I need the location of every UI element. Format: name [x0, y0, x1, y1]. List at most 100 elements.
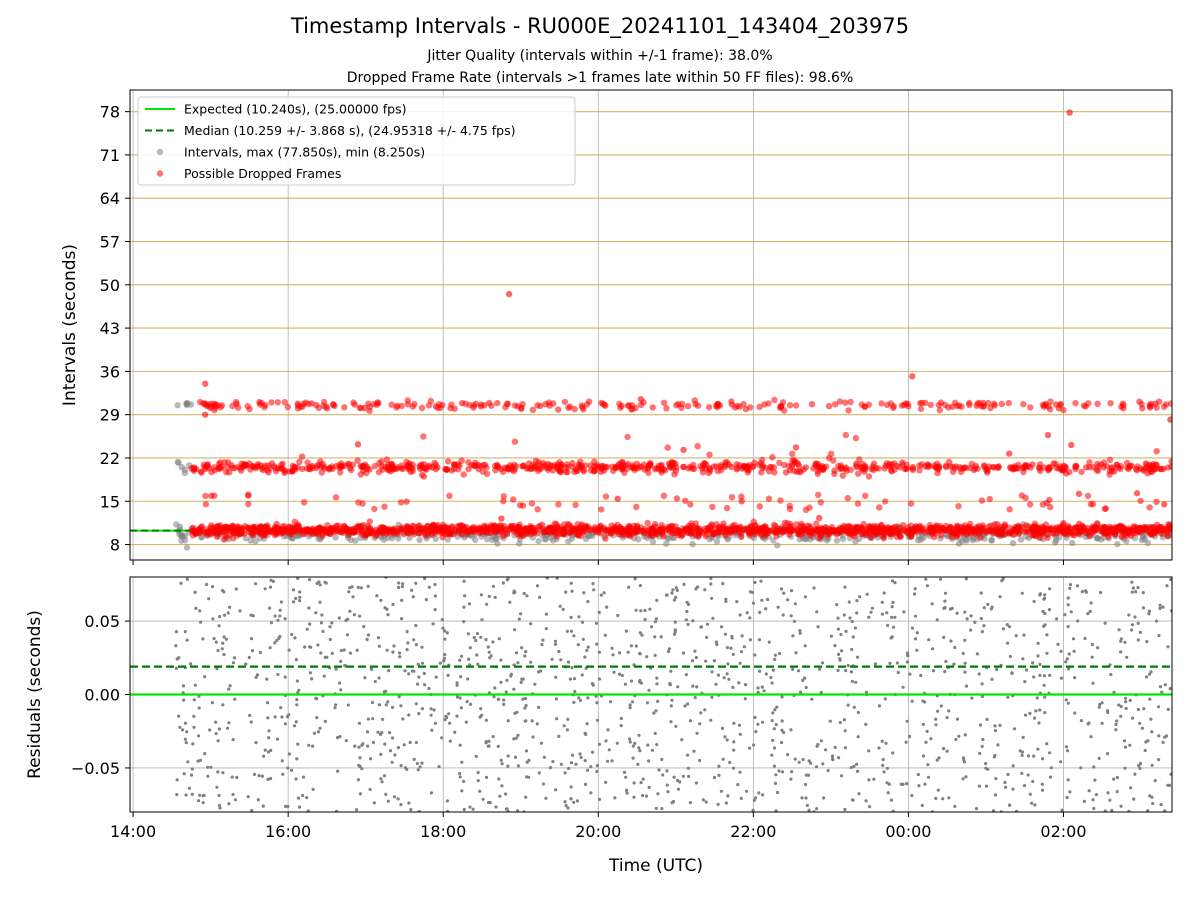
- residual-point: [522, 591, 526, 596]
- residual-point: [945, 716, 949, 720]
- dropped-frame-point: [1168, 458, 1172, 465]
- residual-point: [370, 667, 374, 672]
- residual-point: [717, 764, 721, 768]
- dropped-frame-point: [504, 464, 511, 472]
- dropped-frame-point: [652, 529, 659, 536]
- residual-point: [464, 720, 468, 724]
- residual-point: [390, 760, 394, 764]
- residual-point: [1043, 695, 1047, 699]
- interval-point: [833, 537, 841, 544]
- residual-point: [502, 702, 506, 707]
- residual-point: [480, 618, 484, 622]
- dropped-frame-point: [534, 506, 541, 513]
- residual-point: [984, 784, 989, 788]
- residual-point: [271, 579, 275, 584]
- residual-point: [647, 759, 651, 763]
- residual-point: [519, 612, 523, 616]
- residual-point: [889, 798, 894, 802]
- residual-point: [1161, 740, 1165, 745]
- residual-point: [885, 611, 889, 615]
- dropped-frame-point: [978, 497, 986, 504]
- residual-point: [767, 640, 771, 644]
- residual-point: [338, 681, 342, 685]
- residual-point: [770, 681, 774, 685]
- residual-point: [499, 658, 503, 662]
- residual-point: [942, 747, 946, 751]
- residual-point: [221, 703, 225, 707]
- dropped-frame-point: [709, 503, 716, 511]
- residual-point: [268, 585, 273, 589]
- residual-point: [639, 609, 643, 613]
- interval-point: [183, 401, 191, 409]
- dropped-frame-point: [376, 459, 383, 467]
- residual-point: [224, 637, 228, 641]
- residual-point: [756, 690, 760, 695]
- dropped-frame-point: [591, 458, 598, 465]
- residual-point: [597, 610, 601, 615]
- dropped-frame-point: [945, 458, 953, 466]
- dropped-frame-outlier: [1167, 416, 1172, 423]
- residual-point: [792, 619, 797, 624]
- residual-point: [1032, 754, 1036, 758]
- residual-point: [921, 754, 926, 758]
- residual-point: [846, 663, 850, 668]
- residual-point: [653, 731, 657, 736]
- residual-point: [637, 733, 641, 737]
- residual-point: [1067, 667, 1071, 671]
- residual-point: [1150, 763, 1154, 767]
- residual-point: [379, 598, 383, 603]
- residual-point: [770, 753, 774, 757]
- residual-point: [440, 736, 444, 740]
- dropped-frame-point: [808, 401, 816, 408]
- residual-point: [262, 754, 266, 758]
- residual-point: [468, 805, 472, 809]
- dropped-frame-point: [802, 464, 810, 471]
- residual-point: [175, 778, 179, 782]
- residual-point: [1145, 675, 1149, 679]
- residual-point: [202, 793, 206, 797]
- residual-point: [244, 662, 248, 666]
- dropped-frame-point: [688, 520, 695, 527]
- residual-point: [545, 577, 549, 580]
- residual-point: [854, 680, 858, 684]
- residual-point: [578, 752, 582, 756]
- residual-point: [1045, 651, 1049, 655]
- residual-point: [1132, 797, 1136, 801]
- dropped-frame-point: [336, 464, 343, 471]
- residual-point: [650, 625, 654, 629]
- residual-point: [254, 741, 258, 745]
- dropped-frame-point: [1162, 401, 1170, 408]
- dropped-frame-point: [291, 464, 299, 471]
- residual-point: [191, 742, 195, 746]
- residual-point: [412, 669, 416, 673]
- residual-point: [815, 744, 819, 748]
- dropped-frame-point: [836, 527, 843, 534]
- dropped-frame-point: [756, 503, 763, 510]
- residual-point: [273, 715, 277, 719]
- residual-point: [1031, 661, 1035, 665]
- residual-point: [362, 624, 366, 629]
- residual-point: [572, 800, 576, 805]
- residual-point: [448, 721, 452, 725]
- residual-point: [573, 689, 577, 694]
- dropped-frame-point: [814, 470, 821, 477]
- residual-point: [969, 614, 973, 618]
- dropped-frame-point: [1066, 468, 1073, 476]
- dropped-frame-point: [411, 400, 418, 408]
- residual-point: [803, 644, 807, 648]
- residual-point: [1037, 721, 1041, 725]
- dropped-frame-point: [955, 503, 962, 510]
- residual-point: [937, 756, 941, 760]
- residual-point: [571, 753, 575, 757]
- dropped-frame-point: [820, 464, 827, 471]
- residual-point: [292, 724, 297, 728]
- dropped-frame-point: [491, 462, 499, 470]
- residual-point: [1034, 709, 1038, 713]
- residual-point: [753, 580, 757, 585]
- dropped-frame-point: [947, 524, 954, 532]
- residual-point: [949, 639, 953, 643]
- residual-point: [865, 592, 869, 596]
- dropped-frame-point: [771, 396, 778, 404]
- residual-point: [1157, 734, 1161, 738]
- residual-point: [186, 760, 190, 764]
